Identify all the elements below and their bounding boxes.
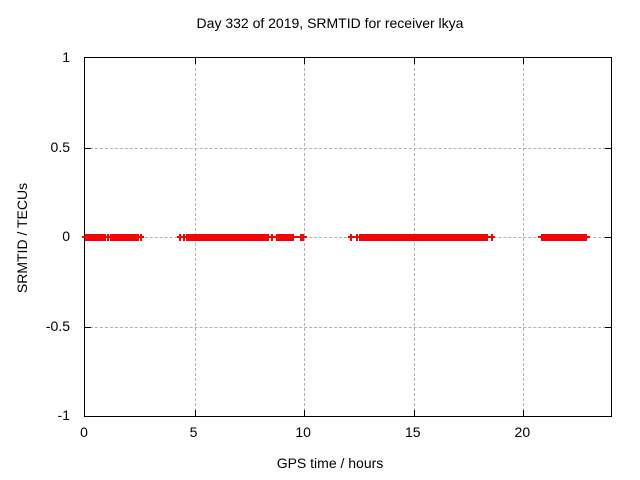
- data-point-plus: [353, 233, 361, 241]
- y-tick-label: -1: [57, 407, 70, 423]
- data-segment: [355, 233, 492, 241]
- data-segment: [272, 233, 297, 241]
- plus-vstroke: [182, 233, 185, 241]
- data-point-plus: [137, 233, 145, 241]
- y-tick-label: 0.5: [50, 138, 70, 155]
- x-tick-label: 20: [514, 424, 531, 440]
- y-tick-label: 0: [62, 228, 70, 244]
- gridline-y--0.5: [85, 326, 611, 328]
- plus-vstroke: [490, 233, 493, 241]
- x-tick-bottom: [194, 410, 196, 416]
- x-tick-top: [304, 58, 306, 64]
- plus-vstroke: [107, 233, 109, 241]
- y-tick-right: [605, 147, 611, 149]
- x-tick-bottom: [523, 410, 525, 416]
- data-segment: [537, 233, 590, 241]
- y-tick-right: [605, 237, 611, 238]
- chart-title: Day 332 of 2019, SRMTID for receiver lky…: [196, 15, 464, 31]
- data-point-plus: [347, 233, 355, 241]
- plus-vstroke: [302, 233, 305, 241]
- x-axis-label: GPS time / hours: [276, 455, 384, 471]
- x-tick-top: [523, 58, 525, 64]
- x-tick-label: 5: [189, 424, 198, 440]
- x-tick-bottom: [304, 410, 306, 416]
- data-point-plus: [488, 233, 496, 241]
- data-point-plus: [104, 233, 112, 241]
- y-tick-left: [85, 147, 91, 149]
- plus-vstroke: [350, 233, 353, 241]
- data-point-plus: [299, 233, 307, 241]
- data-point-plus: [268, 233, 276, 241]
- gridline-y-0.5: [85, 147, 611, 149]
- y-tick-label: -0.5: [45, 317, 70, 334]
- plus-vstroke: [271, 233, 274, 241]
- x-tick-label: 10: [295, 424, 311, 440]
- y-tick-left: [85, 326, 91, 328]
- plot-area: [82, 57, 612, 417]
- x-tick-label: 0: [80, 424, 88, 440]
- plus-vstroke: [355, 233, 358, 241]
- plus-vstroke: [139, 233, 142, 241]
- x-tick-bottom: [413, 410, 415, 416]
- x-tick-top: [194, 58, 196, 64]
- x-tick-top: [413, 58, 415, 64]
- data-segment: [107, 233, 143, 241]
- y-tick-right: [605, 326, 611, 328]
- x-tick-label: 15: [404, 424, 421, 440]
- y-tick-label: 1: [62, 49, 70, 65]
- data-point-plus: [180, 233, 188, 241]
- data-segment: [82, 233, 109, 241]
- data-segment: [182, 233, 273, 241]
